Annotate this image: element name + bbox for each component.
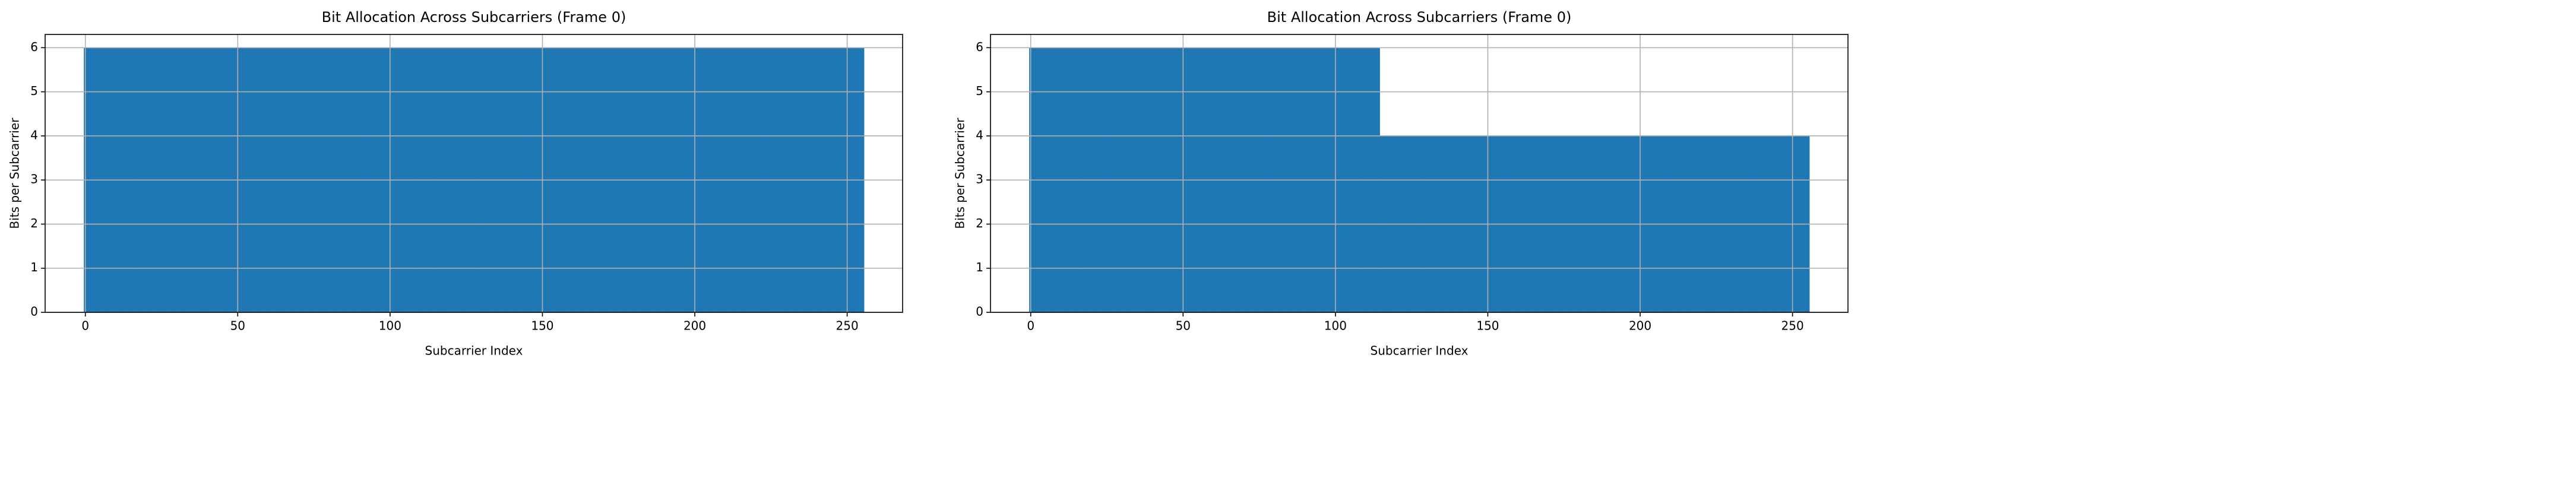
x-tick-label: 150	[531, 319, 553, 333]
x-axis-label: Subcarrier Index	[1371, 344, 1469, 358]
y-tick-label: 2	[30, 216, 38, 230]
x-tick-label: 250	[1781, 319, 1804, 333]
y-tick-label: 5	[976, 84, 983, 98]
axes-frame	[45, 34, 903, 313]
x-tick-label: 100	[1324, 319, 1347, 333]
y-tick-label: 1	[976, 260, 983, 274]
x-tick-label: 100	[379, 319, 401, 333]
x-tick-label: 0	[1027, 319, 1034, 333]
axes-frame	[990, 34, 1849, 313]
x-tick-label: 50	[1176, 319, 1191, 333]
chart-title: Bit Allocation Across Subcarriers (Frame…	[322, 9, 626, 26]
x-tick-label: 200	[1629, 319, 1651, 333]
y-axis-label: Bits per Subcarrier	[953, 118, 967, 229]
y-tick-label: 0	[976, 305, 983, 319]
x-tick-label: 50	[230, 319, 245, 333]
y-tick-label: 4	[976, 128, 983, 142]
y-tick-label: 0	[30, 305, 38, 319]
y-tick-label: 1	[30, 260, 38, 274]
y-tick-label: 3	[30, 172, 38, 186]
y-tick-label: 2	[976, 216, 983, 230]
x-tick-label: 250	[836, 319, 859, 333]
y-axis-label: Bits per Subcarrier	[8, 118, 22, 229]
y-tick-label: 4	[30, 128, 38, 142]
x-tick-label: 200	[683, 319, 706, 333]
x-axis-label: Subcarrier Index	[425, 344, 523, 358]
x-tick-label: 150	[1476, 319, 1499, 333]
y-tick-label: 6	[976, 40, 983, 54]
y-tick-label: 6	[30, 40, 38, 54]
y-tick-label: 5	[30, 84, 38, 98]
x-tick-label: 0	[81, 319, 89, 333]
y-tick-label: 3	[976, 172, 983, 186]
chart-title: Bit Allocation Across Subcarriers (Frame…	[1267, 9, 1572, 26]
